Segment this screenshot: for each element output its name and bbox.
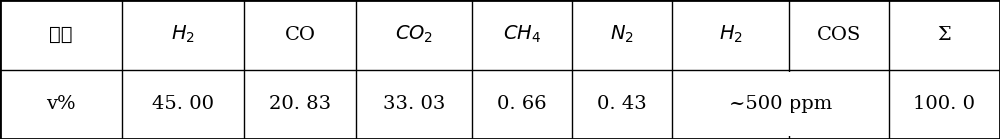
Text: 0. 43: 0. 43 — [597, 95, 647, 113]
Text: Σ: Σ — [938, 26, 951, 44]
Text: 33. 03: 33. 03 — [383, 95, 445, 113]
Text: COS: COS — [817, 26, 861, 44]
Bar — [787, 72, 791, 136]
Text: 组成: 组成 — [49, 26, 73, 44]
Text: ~500 ppm: ~500 ppm — [729, 95, 832, 113]
Text: 0. 66: 0. 66 — [497, 95, 547, 113]
Text: $N_{2}$: $N_{2}$ — [610, 24, 634, 45]
Text: CO: CO — [285, 26, 316, 44]
Text: v%: v% — [46, 95, 76, 113]
Text: 45. 00: 45. 00 — [152, 95, 214, 113]
Text: $CO_{2}$: $CO_{2}$ — [395, 24, 433, 45]
Text: $H_{2}$: $H_{2}$ — [719, 24, 743, 45]
Text: 20. 83: 20. 83 — [269, 95, 331, 113]
Text: $CH_{4}$: $CH_{4}$ — [503, 24, 541, 45]
Text: $H_{2}$: $H_{2}$ — [171, 24, 195, 45]
Text: 100. 0: 100. 0 — [913, 95, 975, 113]
